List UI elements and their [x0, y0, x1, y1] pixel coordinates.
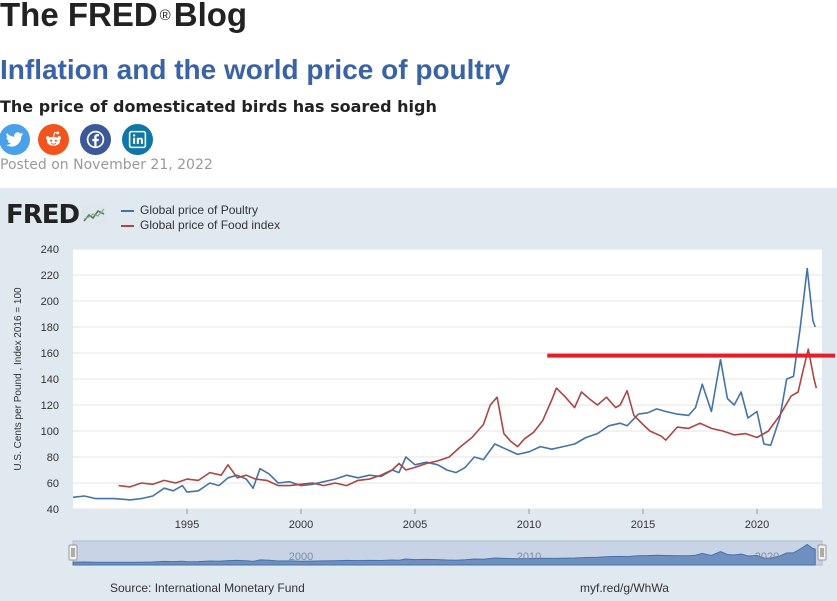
post-title: Inflation and the world price of poultry	[0, 54, 511, 85]
fred-chart-logo-icon	[82, 206, 107, 224]
legend-item-poultry[interactable]: Global price of Poultry	[121, 203, 280, 218]
share-linkedin-button[interactable]	[122, 124, 153, 155]
blog-name: The FRED	[0, 0, 158, 33]
y-tick-label-120: 120	[41, 400, 59, 412]
y-tick-label-60: 60	[47, 478, 59, 490]
fred-logo: FRED	[6, 200, 107, 230]
navigator-handle-left[interactable]	[68, 544, 78, 561]
y-tick-label-200: 200	[41, 296, 59, 308]
y-tick-label-160: 160	[41, 348, 59, 360]
reddit-icon	[45, 131, 62, 146]
chart-source: Source: International Monetary Fund	[110, 581, 305, 595]
facebook-icon	[86, 130, 105, 149]
blog-word: Blog	[173, 0, 248, 33]
share-twitter-button[interactable]	[0, 124, 30, 155]
navigator-series-area	[72, 543, 816, 566]
registered-mark: ®	[159, 7, 171, 24]
y-tick-label-220: 220	[41, 270, 59, 282]
x-tick-label-2005: 2005	[403, 519, 427, 531]
share-reddit-button[interactable]	[38, 124, 69, 155]
x-tick-label-2000: 2000	[289, 519, 313, 531]
navigator-label-2010: 2010	[517, 551, 541, 563]
fred-logo-text: FRED	[6, 200, 80, 230]
legend-label-poultry: Global price of Poultry	[140, 203, 259, 217]
y-tick-label-180: 180	[41, 322, 59, 334]
legend-swatch-food-index	[121, 224, 134, 227]
legend-item-food-index[interactable]: Global price of Food index	[121, 218, 280, 233]
legend-swatch-poultry	[121, 209, 134, 212]
posted-date: Posted on November 21, 2022	[0, 157, 213, 173]
y-tick-label-100: 100	[41, 426, 59, 438]
post-subtitle: The price of domesticated birds has soar…	[0, 97, 437, 116]
legend-label-food-index: Global price of Food index	[140, 218, 281, 232]
chart-svg: 40 60 80 100 120 140 160 180 200 220 240 1995 2000 20…	[13, 244, 835, 566]
y-axis-label: U.S. Cents per Pound , Index 2016 = 100	[13, 287, 24, 471]
share-facebook-button[interactable]	[80, 124, 111, 155]
twitter-icon	[5, 132, 24, 147]
y-tick-label-40: 40	[47, 504, 59, 516]
chart-short-link[interactable]: myf.red/g/WhWa	[580, 581, 669, 595]
y-tick-label-240: 240	[41, 244, 59, 256]
y-tick-label-80: 80	[47, 452, 59, 464]
navigator-label-2000: 2000	[289, 551, 313, 563]
linkedin-icon	[128, 130, 147, 149]
navigator-label-2020: 2020	[755, 551, 779, 563]
x-tick-label-2015: 2015	[631, 519, 655, 531]
x-tick-label-2010: 2010	[517, 519, 541, 531]
fred-chart: FRED Global price of Poultry Global pric…	[0, 188, 837, 601]
x-tick-label-2020: 2020	[745, 519, 769, 531]
navigator-handle-right[interactable]	[817, 544, 827, 561]
chart-legend: Global price of Poultry Global price of …	[121, 203, 280, 233]
series-line-0	[72, 267, 816, 501]
y-tick-label-140: 140	[41, 374, 59, 386]
blog-title: The FRED ®Blog	[0, 0, 247, 34]
x-tick-label-1995: 1995	[175, 519, 199, 531]
series-line-1	[118, 348, 818, 488]
